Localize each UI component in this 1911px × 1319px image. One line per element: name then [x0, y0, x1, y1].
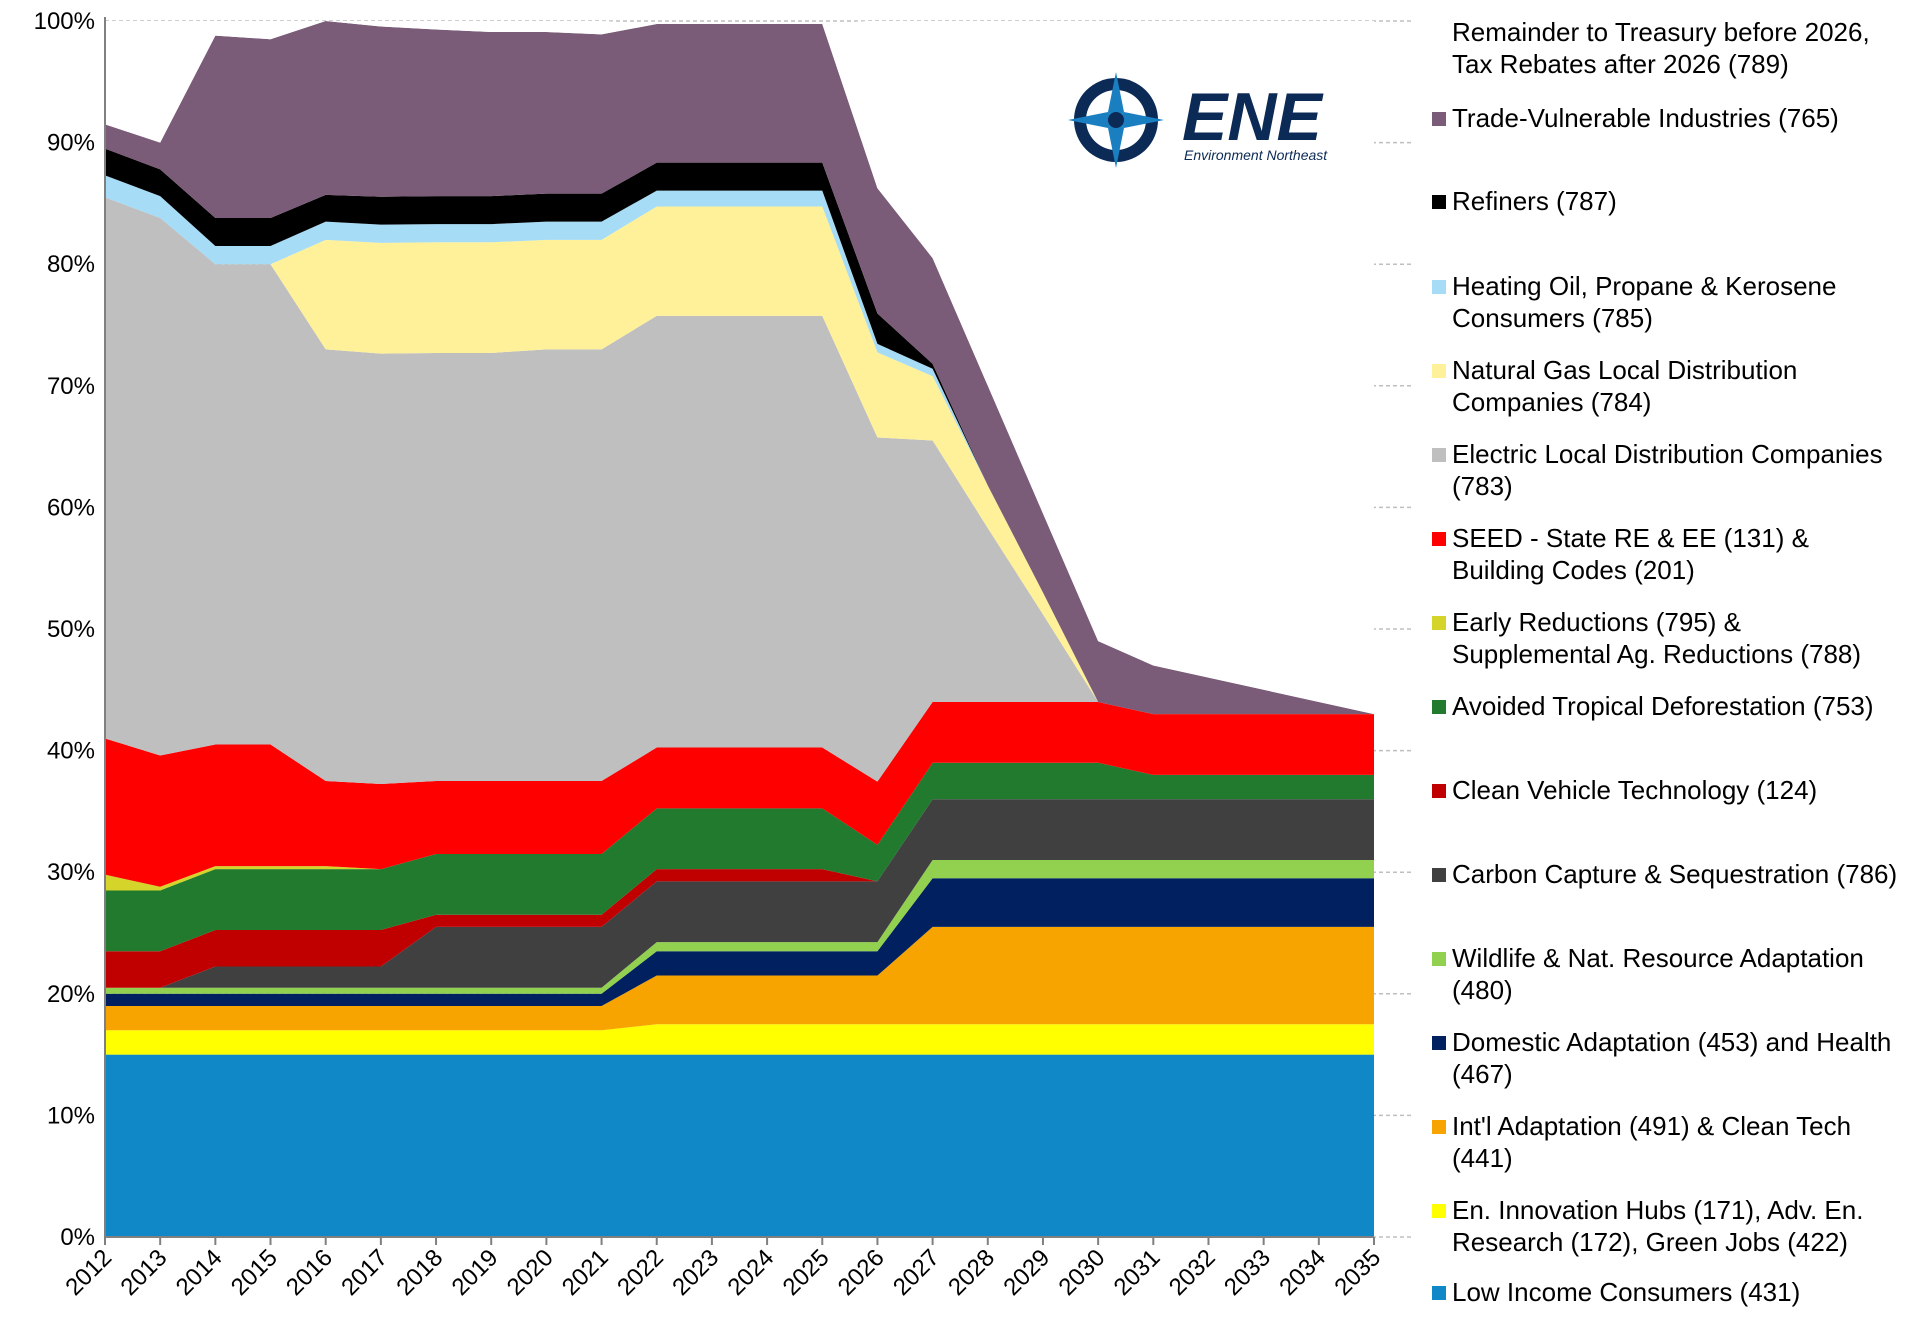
area [105, 762, 1374, 952]
logo-title: ENE [1182, 79, 1324, 155]
x-tick-label: 2015 [226, 1244, 283, 1301]
x-tick-label: 2028 [943, 1244, 1000, 1301]
area [105, 878, 1374, 1006]
area [105, 860, 1374, 994]
x-tick-label: 2032 [1164, 1244, 1221, 1301]
logo: ENE Environment Northeast [1068, 72, 1328, 168]
legend-label: Electric Local Distribution Companies (7… [1452, 439, 1883, 501]
legend-swatch [1432, 1120, 1446, 1134]
legend-label: Wildlife & Nat. Resource Adaptation (480… [1452, 943, 1864, 1005]
legend-label: Clean Vehicle Technology (124) [1452, 775, 1818, 805]
legend-swatch [1432, 364, 1446, 378]
legend-label: Heating Oil, Propane & Kerosene Consumer… [1452, 271, 1837, 333]
legend-label: SEED - State RE & EE (131) & Building Co… [1452, 523, 1809, 585]
y-tick-label: 0% [60, 1224, 95, 1251]
x-tick-label: 2025 [778, 1244, 835, 1301]
area [105, 197, 1374, 715]
area [105, 701, 1374, 887]
y-tick-label: 40% [47, 738, 95, 765]
legend-label: Avoided Tropical Deforestation (753) [1452, 691, 1874, 721]
area [105, 21, 1374, 715]
legend-label: Trade-Vulnerable Industries (765) [1452, 103, 1839, 133]
y-tick-label: 80% [47, 251, 95, 278]
x-tick-label: 2027 [888, 1244, 945, 1301]
legend-swatch [1432, 195, 1446, 209]
legend-swatch [1432, 112, 1446, 126]
x-tick-label: 2018 [391, 1244, 448, 1301]
x-tick-label: 2029 [998, 1244, 1055, 1301]
legend-label: Refiners (787) [1452, 186, 1617, 216]
x-tick-label: 2012 [60, 1244, 117, 1301]
x-tick-label: 2034 [1274, 1244, 1331, 1301]
y-tick-label: 90% [47, 130, 95, 157]
legend-swatch [1432, 616, 1446, 630]
x-tick-label: 2030 [1054, 1244, 1111, 1301]
x-tick-label: 2014 [171, 1244, 228, 1301]
x-tick-label: 2023 [667, 1244, 724, 1301]
legend-swatch [1432, 1036, 1446, 1050]
y-tick-label: 30% [47, 859, 95, 886]
area [105, 197, 1374, 785]
x-tick-label: 2016 [281, 1244, 338, 1301]
y-tick-label: 10% [47, 1102, 95, 1129]
legend-swatch [1432, 532, 1446, 546]
legend-swatch [1432, 280, 1446, 294]
area [105, 1054, 1374, 1237]
areas [105, 21, 1374, 1237]
legend-swatch [1432, 1204, 1446, 1218]
y-tick-label: 20% [47, 981, 95, 1008]
y-tick-label: 70% [47, 373, 95, 400]
y-tick-label: 100% [34, 8, 95, 35]
area [105, 926, 1374, 1031]
legend-label: Domestic Adaptation (453) and Health (46… [1452, 1027, 1892, 1089]
x-tick-label: 2031 [1109, 1244, 1166, 1301]
legend-swatch [1432, 784, 1446, 798]
legend-label: Natural Gas Local Distribution Companies… [1452, 355, 1798, 417]
legend-swatch [1432, 1286, 1446, 1300]
y-tick-label: 50% [47, 616, 95, 643]
area [105, 799, 1374, 988]
x-tick-label: 2021 [557, 1244, 614, 1301]
x-tick-label: 2035 [1329, 1244, 1386, 1301]
x-tick-label: 2017 [336, 1244, 393, 1301]
x-tick-label: 2020 [502, 1244, 559, 1301]
legend-swatch [1432, 868, 1446, 882]
x-tick-label: 2019 [447, 1244, 504, 1301]
legend-label: Remainder to Treasury before 2026, Tax R… [1452, 17, 1870, 79]
legend-label: En. Innovation Hubs (171), Adv. En. Rese… [1452, 1195, 1864, 1257]
x-tick-label: 2026 [833, 1244, 890, 1301]
x-tick-label: 2024 [722, 1244, 779, 1301]
logo-subtitle: Environment Northeast [1184, 147, 1328, 163]
legend-label: Low Income Consumers (431) [1452, 1277, 1801, 1307]
x-tick-label: 2022 [612, 1244, 669, 1301]
legend-swatch [1432, 952, 1446, 966]
legend-label: Int'l Adaptation (491) & Clean Tech (441… [1452, 1111, 1852, 1173]
area [105, 21, 1374, 715]
legend-label: Early Reductions (795) & Supplemental Ag… [1452, 607, 1862, 669]
area [105, 1024, 1374, 1055]
legend-label: Carbon Capture & Sequestration (786) [1452, 859, 1898, 889]
x-tick-label: 2013 [116, 1244, 173, 1301]
legend-swatch [1432, 700, 1446, 714]
legend-swatch [1432, 448, 1446, 462]
y-tick-label: 60% [47, 494, 95, 521]
x-tick-label: 2033 [1219, 1244, 1276, 1301]
